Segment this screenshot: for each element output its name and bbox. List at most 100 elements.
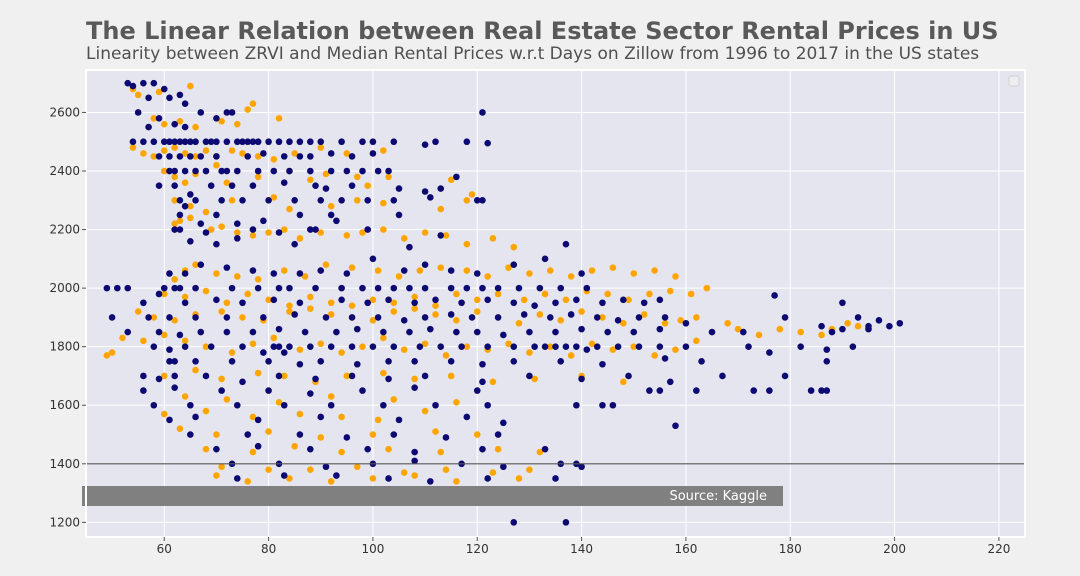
scatter-point-orange	[531, 375, 538, 383]
scatter-point-navy	[484, 475, 491, 482]
scatter-point-orange	[160, 167, 168, 175]
scatter-point-navy	[286, 343, 293, 350]
scatter-point-orange	[213, 161, 220, 169]
scatter-point-navy	[573, 343, 580, 350]
scatter-point-orange	[369, 431, 377, 438]
scatter-point-navy	[166, 94, 173, 102]
scatter-point-orange	[515, 475, 523, 482]
scatter-point-navy	[166, 314, 173, 321]
scatter-point-navy	[171, 182, 178, 189]
scatter-point-navy	[322, 185, 330, 192]
scatter-point-navy	[307, 390, 314, 397]
scatter-point-navy	[213, 296, 220, 304]
scatter-point-navy	[213, 138, 220, 146]
scatter-point-navy	[593, 343, 601, 350]
scatter-point-orange	[536, 448, 544, 456]
scatter-point-navy	[479, 360, 486, 368]
scatter-point-orange	[265, 466, 272, 473]
scatter-point-orange	[343, 372, 351, 380]
scatter-point-navy	[421, 261, 429, 269]
scatter-point-orange	[489, 235, 497, 242]
scatter-point-navy	[280, 179, 288, 187]
scatter-point-navy	[661, 355, 669, 362]
scatter-point-navy	[171, 226, 178, 233]
scatter-point-navy	[557, 284, 565, 292]
scatter-point-navy	[693, 387, 700, 394]
scatter-point-navy	[176, 138, 184, 146]
scatter-point-navy	[296, 360, 304, 368]
scatter-point-navy	[160, 138, 168, 146]
scatter-point-orange	[380, 369, 387, 377]
scatter-point-navy	[552, 475, 559, 482]
scatter-point-navy	[192, 314, 199, 321]
scatter-point-orange	[380, 334, 387, 342]
scatter-point-navy	[213, 240, 220, 248]
scatter-point-navy	[526, 328, 533, 336]
scatter-point-navy	[541, 343, 549, 350]
scatter-point-navy	[114, 284, 121, 292]
scatter-point-navy	[886, 322, 893, 330]
scatter-point-orange	[207, 226, 215, 233]
scatter-point-navy	[176, 226, 184, 233]
scatter-point-orange	[171, 220, 178, 228]
scatter-point-navy	[280, 401, 288, 409]
scatter-point-navy	[766, 387, 773, 394]
scatter-point-navy	[202, 167, 210, 175]
scatter-point-navy	[390, 343, 398, 350]
scatter-point-navy	[750, 387, 758, 394]
scatter-point-orange	[661, 319, 669, 327]
scatter-point-navy	[479, 109, 486, 116]
scatter-point-navy	[635, 343, 643, 350]
scatter-point-orange	[343, 232, 351, 239]
scatter-point-navy	[865, 325, 872, 333]
scatter-point-navy	[312, 375, 319, 383]
scatter-point-orange	[453, 399, 460, 406]
scatter-point-navy	[239, 378, 246, 386]
scatter-point-navy	[333, 328, 340, 336]
scatter-point-navy	[166, 167, 173, 175]
scatter-point-navy	[307, 138, 314, 146]
scatter-point-navy	[129, 82, 137, 90]
scatter-point-orange	[265, 229, 272, 236]
scatter-point-navy	[807, 387, 815, 394]
scatter-point-orange	[171, 317, 178, 324]
x-tick-label: 140	[570, 542, 593, 556]
scatter-point-navy	[254, 167, 262, 175]
scatter-point-orange	[620, 378, 627, 386]
scatter-point-navy	[327, 167, 335, 175]
scatter-point-navy	[468, 314, 476, 321]
scatter-point-orange	[218, 463, 225, 471]
scatter-point-orange	[677, 317, 684, 324]
scatter-point-navy	[369, 138, 377, 146]
scatter-point-orange	[588, 340, 596, 348]
scatter-point-orange	[296, 235, 304, 242]
scatter-point-orange	[218, 308, 225, 315]
scatter-point-navy	[578, 325, 585, 333]
scatter-point-navy	[614, 317, 622, 324]
scatter-point-navy	[275, 325, 283, 333]
scatter-point-navy	[406, 284, 413, 292]
scatter-point-orange	[202, 343, 210, 350]
scatter-point-navy	[166, 153, 173, 160]
scatter-point-navy	[265, 196, 272, 204]
scatter-point-navy	[672, 422, 679, 430]
scatter-point-navy	[374, 284, 382, 292]
scatter-point-navy	[682, 343, 690, 350]
scatter-point-navy	[500, 463, 507, 471]
scatter-point-navy	[176, 211, 184, 219]
scatter-point-navy	[343, 270, 351, 277]
gridlines	[86, 70, 1025, 537]
scatter-point-navy	[124, 284, 132, 292]
scatter-point-navy	[145, 314, 152, 321]
scatter-point-navy	[260, 217, 267, 225]
scatter-point-orange	[307, 176, 314, 184]
scatter-point-navy	[296, 431, 304, 438]
scatter-point-orange	[202, 147, 210, 154]
scatter-point-orange	[270, 194, 278, 201]
scatter-point-orange	[359, 343, 366, 350]
scatter-point-navy	[473, 387, 481, 394]
scatter-point-orange	[625, 296, 632, 304]
scatter-point-navy	[213, 153, 220, 160]
scatter-point-orange	[369, 317, 377, 324]
data-points	[103, 79, 904, 526]
